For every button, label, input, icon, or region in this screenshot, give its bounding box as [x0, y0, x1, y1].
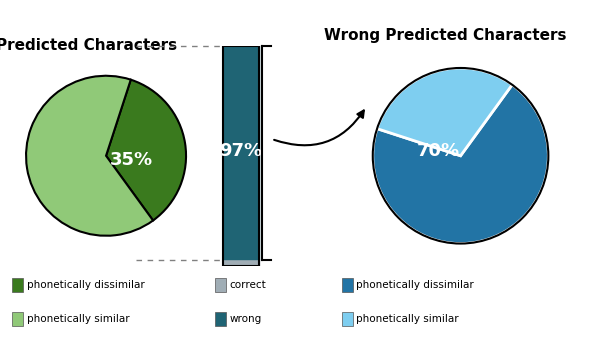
Bar [223, 259, 259, 266]
Text: Predicted Characters: Predicted Characters [0, 38, 177, 53]
Text: phonetically similar: phonetically similar [356, 314, 459, 324]
Text: phonetically dissimilar: phonetically dissimilar [356, 280, 474, 290]
Text: phonetically similar: phonetically similar [27, 314, 130, 324]
Text: correct: correct [229, 280, 266, 290]
FancyBboxPatch shape [215, 278, 226, 292]
Text: 70%: 70% [417, 142, 460, 160]
Wedge shape [373, 85, 548, 244]
Text: phonetically dissimilar: phonetically dissimilar [27, 280, 145, 290]
Text: wrong: wrong [229, 314, 261, 324]
Text: 35%: 35% [110, 151, 153, 169]
Text: 97%: 97% [219, 142, 262, 160]
FancyBboxPatch shape [12, 278, 23, 292]
Wedge shape [26, 76, 153, 236]
FancyBboxPatch shape [215, 312, 226, 326]
Wedge shape [377, 68, 512, 156]
FancyBboxPatch shape [342, 278, 353, 292]
FancyBboxPatch shape [12, 312, 23, 326]
Text: Wrong Predicted Characters: Wrong Predicted Characters [324, 28, 567, 44]
FancyBboxPatch shape [342, 312, 353, 326]
Wedge shape [106, 80, 186, 221]
